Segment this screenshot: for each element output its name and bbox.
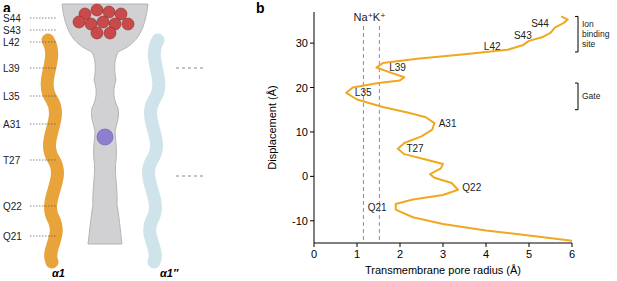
y-tick-label: 0 <box>302 170 308 182</box>
y-tick <box>310 131 314 132</box>
residue-annotation: S44 <box>531 18 549 29</box>
ion-sphere <box>91 4 103 16</box>
leader-line <box>30 206 56 207</box>
panel-label: b <box>256 0 265 16</box>
y-tick <box>310 220 314 221</box>
label-bg <box>1 200 25 211</box>
label-bg <box>1 36 25 47</box>
plot-area <box>346 16 572 240</box>
x-axis-label: Transmembrane pore radius (Å) <box>365 264 521 276</box>
leader-line <box>30 96 56 97</box>
x-tick-label: 2 <box>397 248 403 260</box>
x-tick-label: 0 <box>311 248 317 260</box>
helix-label: α1 <box>52 267 65 279</box>
x-tick <box>529 243 530 247</box>
x-tick-label: 5 <box>526 248 532 260</box>
region-label-line: Ion <box>582 19 594 29</box>
x-tick <box>443 243 444 247</box>
y-axis-label: Displacement (Å) <box>266 85 278 169</box>
residue-label: Q21 <box>3 231 22 242</box>
x-tick-label: 3 <box>440 248 446 260</box>
residue-label: Q22 <box>3 201 22 212</box>
reference-label: K⁺ <box>373 11 386 23</box>
region-label-line: site <box>582 39 596 49</box>
y-tick <box>310 87 314 88</box>
label-bg <box>1 62 25 73</box>
reference-line <box>363 26 364 243</box>
leader-line <box>30 124 56 125</box>
helix <box>149 40 159 262</box>
ion-sphere <box>73 16 85 28</box>
residue-label: T27 <box>3 155 21 166</box>
region-label: Ionbindingsite <box>582 19 610 49</box>
residue-annotation: L42 <box>484 41 501 52</box>
region-bracket <box>575 83 578 110</box>
y-tick-label: 30 <box>296 37 308 49</box>
residue-annotation: L35 <box>355 87 372 98</box>
y-tick-label: 10 <box>296 126 308 138</box>
x-tick-label: 4 <box>483 248 489 260</box>
leader-line <box>30 160 56 161</box>
residue-label: L39 <box>3 63 20 74</box>
ion-sphere <box>97 129 113 145</box>
y-tick <box>310 43 314 44</box>
residue-annotation: T27 <box>406 143 424 154</box>
x-tick <box>572 243 573 247</box>
residue-annotation: L39 <box>389 62 406 73</box>
residue-annotation: Q21 <box>368 202 387 213</box>
leader-line <box>30 30 56 31</box>
residue-annotation: Q22 <box>462 182 481 193</box>
leader-line <box>30 68 56 69</box>
region-label: Gate <box>582 91 601 101</box>
x-tick <box>486 243 487 247</box>
x-tick-label: 1 <box>354 248 360 260</box>
ion-sphere <box>122 18 134 30</box>
panel-b: b Na⁺K⁺ 0 1 2 3 4 5 6 -10 0 10 20 30 Transmembrane por… <box>256 0 610 276</box>
ion-sphere <box>91 27 103 39</box>
x-tick <box>314 243 315 247</box>
label-bg <box>1 12 25 23</box>
region-label-line: Gate <box>582 91 601 101</box>
ion-sphere <box>104 27 116 39</box>
reference-label: Na⁺ <box>354 11 374 23</box>
residue-label: L42 <box>3 37 20 48</box>
label-bg <box>1 24 25 35</box>
residue-label: A31 <box>3 119 21 130</box>
y-tick <box>310 176 314 177</box>
leader-line <box>30 18 56 19</box>
label-bg <box>1 90 25 101</box>
region-label-line: binding <box>582 29 610 39</box>
residue-label: S43 <box>3 25 21 36</box>
x-tick-label: 6 <box>569 248 575 260</box>
x-tick <box>400 243 401 247</box>
residue-label: L35 <box>3 91 20 102</box>
x-tick <box>357 243 358 247</box>
y-tick-label: -10 <box>292 215 308 227</box>
guide-line <box>176 176 206 177</box>
y-tick-label: 20 <box>296 82 308 94</box>
y-axis <box>314 12 315 243</box>
residue-label: S44 <box>3 13 21 24</box>
leader-line <box>30 42 56 43</box>
panel-a: aS44S43L42L39L35A31T27Q22Q21α1α1″ <box>1 0 206 279</box>
ion-sphere <box>97 16 109 28</box>
residue-annotation: A31 <box>439 118 457 129</box>
pore-surface <box>62 4 148 244</box>
helix-label: α1″ <box>160 267 179 279</box>
leader-line <box>30 236 56 237</box>
helix <box>47 40 57 262</box>
label-bg <box>1 154 25 165</box>
guide-line <box>176 68 206 69</box>
residue-annotation: S43 <box>514 30 532 41</box>
label-bg <box>1 230 25 241</box>
label-bg <box>1 118 25 129</box>
pore-profile <box>346 16 572 240</box>
region-bracket <box>575 16 578 52</box>
figure: aS44S43L42L39L35A31T27Q22Q21α1α1″bNa⁺K⁺0… <box>0 0 617 281</box>
